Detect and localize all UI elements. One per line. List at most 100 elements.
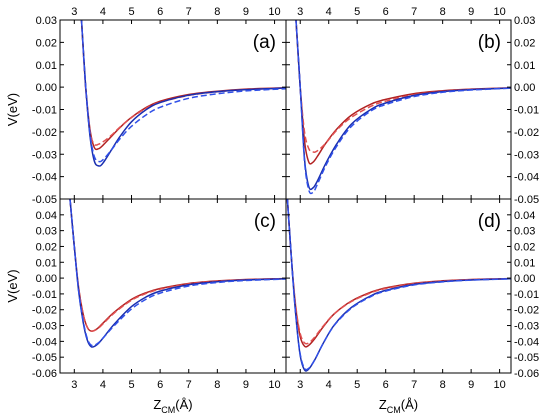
panel-a: 3 4 5 6 7 8 9 10 -0.05 -0.04 -0.03 -0.02 -0.01 0.00 0.… xyxy=(5,6,287,206)
y-tick-label: 0.02 xyxy=(36,241,57,253)
x-tick-label: 4 xyxy=(326,6,332,18)
series-group xyxy=(295,20,511,195)
panel-b: 3 4 5 6 7 8 9 10 -0.05 -0.04 -0.03 -0.02 -0.01 0.00 0.… xyxy=(285,6,539,206)
x-tick-label: 6 xyxy=(157,379,163,391)
x-tick-label: 8 xyxy=(440,379,446,391)
y-tick-label: -0.03 xyxy=(32,321,57,333)
x-tick-label: 6 xyxy=(383,379,389,391)
y-tick-label: -0.05 xyxy=(514,352,539,364)
x-tick-label: 4 xyxy=(100,379,106,391)
y-tick-label: -0.05 xyxy=(32,352,57,364)
y-tick-label: 0.00 xyxy=(514,82,535,94)
x-tick-label: 3 xyxy=(71,6,77,18)
y-tick-label: 0.01 xyxy=(36,60,57,72)
y-tick-label: 0.01 xyxy=(514,60,535,72)
x-tick-label: 7 xyxy=(186,379,192,391)
x-tick-label: 5 xyxy=(128,6,134,18)
x-tick-label: 7 xyxy=(411,379,417,391)
panel-label: (a) xyxy=(253,32,276,53)
x-tick-label: 8 xyxy=(440,6,446,18)
y-tick-label: -0.01 xyxy=(514,289,539,301)
y-tick-label: -0.06 xyxy=(32,368,57,380)
x-axis-title-sub: CM xyxy=(387,405,401,415)
y-tick-label: 0.04 xyxy=(514,210,535,222)
x-tick-label: 10 xyxy=(493,6,505,18)
x-tick-label: 4 xyxy=(100,6,106,18)
series-line-3 xyxy=(295,20,511,191)
x-tick-label: 5 xyxy=(354,6,360,18)
x-axis-title-unit: (Å) xyxy=(401,397,418,412)
x-tick-label: 9 xyxy=(468,6,474,18)
x-tick-label: 7 xyxy=(411,6,417,18)
panel-label: (c) xyxy=(254,211,276,232)
y-tick-label: -0.04 xyxy=(32,172,57,184)
y-tick-label: -0.05 xyxy=(514,194,539,206)
y-tick-label: -0.02 xyxy=(32,127,57,139)
y-tick-label: 0.02 xyxy=(514,241,535,253)
y-tick-label: 0.03 xyxy=(514,15,535,27)
y-tick-label: 0.03 xyxy=(36,226,57,238)
y-tick-label: -0.01 xyxy=(32,289,57,301)
y-tick-label: -0.02 xyxy=(32,305,57,317)
panel-frame xyxy=(285,198,512,374)
y-tick-label: 0.01 xyxy=(514,257,535,269)
y-tick-label: -0.04 xyxy=(514,172,539,184)
x-tick-label: 3 xyxy=(297,6,303,18)
series-line-4 xyxy=(69,199,286,347)
y-tick-label: -0.03 xyxy=(514,149,539,161)
x-tick-label: 10 xyxy=(268,379,280,391)
x-tick-label: 3 xyxy=(71,379,77,391)
y-tick-label: -0.02 xyxy=(514,305,539,317)
x-tick-label: 9 xyxy=(243,379,249,391)
y-tick-label: -0.05 xyxy=(32,194,57,206)
x-axis-title-unit: (Å) xyxy=(175,397,192,412)
panels: 3 4 5 6 7 8 9 10 -0.05 -0.04 -0.03 -0.02 -0.01 0.00 0.… xyxy=(5,6,539,415)
x-tick-label: 6 xyxy=(383,6,389,18)
y-tick-label: -0.04 xyxy=(514,336,539,348)
y-tick-label: -0.01 xyxy=(514,105,539,117)
series-line-1 xyxy=(295,20,511,165)
y-tick-label: 0.00 xyxy=(514,273,535,285)
x-axis-title-sub: CM xyxy=(161,405,175,415)
series-group xyxy=(69,199,286,348)
panel-label: (d) xyxy=(478,211,501,232)
series-group xyxy=(286,199,511,372)
y-tick-label: 0.03 xyxy=(36,15,57,27)
y-tick-label: -0.04 xyxy=(32,336,57,348)
y-tick-label: 0.01 xyxy=(36,257,57,269)
y-tick-label: 0.02 xyxy=(36,37,57,49)
y-axis-title: V(eV) xyxy=(5,93,20,126)
x-axis-title-main: Z xyxy=(379,397,387,412)
y-axis-title: V(eV) xyxy=(5,269,20,302)
x-tick-label: 9 xyxy=(243,6,249,18)
x-tick-label: 8 xyxy=(214,379,220,391)
x-tick-label: 10 xyxy=(493,379,505,391)
x-tick-label: 8 xyxy=(214,6,220,18)
y-tick-label: -0.03 xyxy=(32,149,57,161)
series-line-4 xyxy=(286,199,511,371)
series-line-4 xyxy=(80,20,286,163)
series-group xyxy=(80,20,286,167)
x-tick-label: 10 xyxy=(268,6,280,18)
y-tick-label: 0.02 xyxy=(514,37,535,49)
x-tick-label: 9 xyxy=(468,379,474,391)
panel-label: (b) xyxy=(478,32,501,53)
x-tick-label: 7 xyxy=(186,6,192,18)
y-tick-label: -0.01 xyxy=(32,105,57,117)
y-tick-label: 0.03 xyxy=(514,226,535,238)
y-tick-label: -0.03 xyxy=(514,321,539,333)
series-line-4 xyxy=(295,20,511,195)
panel-d: 3 4 5 6 7 8 9 10 -0.06 -0.05 -0.04 -0.03 -0.02 -0.01 0… xyxy=(285,198,539,415)
y-tick-label: -0.06 xyxy=(514,368,539,380)
y-tick-label: 0.00 xyxy=(36,82,57,94)
y-tick-label: 0.00 xyxy=(36,273,57,285)
x-axis-title: ZCM(Å) xyxy=(379,397,418,415)
y-tick-label: -0.02 xyxy=(514,127,539,139)
x-tick-label: 4 xyxy=(326,379,332,391)
x-tick-label: 6 xyxy=(157,6,163,18)
y-tick-label: 0.04 xyxy=(36,210,57,222)
panel-c: 3 4 5 6 7 8 9 10 -0.06 -0.05 -0.04 -0.03 -0.02 -0.01 0… xyxy=(5,198,287,415)
x-tick-label: 5 xyxy=(354,379,360,391)
x-axis-title-main: Z xyxy=(153,397,161,412)
